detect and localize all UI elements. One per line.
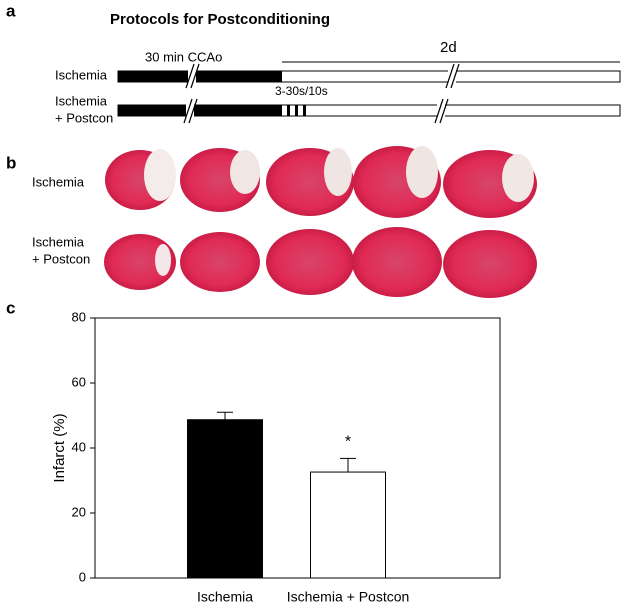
y-tick-label: 0 [79,569,86,584]
bar [187,419,263,579]
significance-mark: * [345,434,351,451]
plot-frame [94,317,501,579]
reperfusion-block [295,105,298,116]
y-tick-label: 80 [72,309,86,324]
ischemia-block [118,71,282,82]
row-label: Ischemia [55,67,108,82]
x-tick-label: Ischemia [197,589,253,605]
postcon-protocol: 3-30s/10s [275,84,328,98]
brain-sections [104,146,537,298]
protocol-title: Protocols for Postconditioning [110,11,330,28]
panel-label: a [6,1,16,20]
ischemia-block [118,105,282,116]
reperfusion-block [303,105,306,116]
y-tick-label: 40 [72,439,86,454]
y-tick-label: 20 [72,504,86,519]
row-label: Ischemia [55,93,108,108]
panel-label: b [6,153,16,172]
x-tick-label: Ischemia + Postcon [287,589,410,605]
panel-label: c [6,298,15,317]
row-label: + Postcon [32,251,90,266]
reperfusion-block [287,105,290,116]
row-label: + Postcon [55,110,113,125]
bar-chart: 0 20 40 60 80 Infarct (%) Ischemia Ischemia + P… [51,309,501,605]
break-marks [183,63,460,124]
y-axis-label: Infarct (%) [51,413,68,482]
y-tick-label: 60 [72,374,86,389]
total-duration: 2d [440,39,457,56]
row-label: Ischemia [32,174,85,189]
ischemia-duration: 30 min CCAo [145,49,222,64]
row-label: Ischemia [32,234,85,249]
bar [310,471,386,579]
